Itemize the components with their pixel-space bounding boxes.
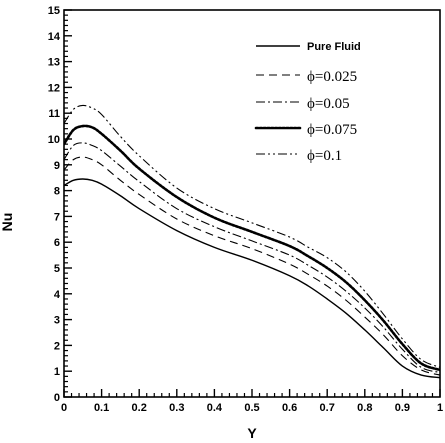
- x-tick-label: 0.5: [244, 402, 259, 414]
- y-tick-label: 12: [48, 82, 60, 94]
- legend-label-4: ϕ=0.075: [307, 122, 357, 138]
- y-tick-label: 4: [54, 289, 61, 301]
- series-line-5: [64, 104, 440, 368]
- y-tick-label: 10: [48, 134, 60, 146]
- series-line-2: [64, 156, 440, 376]
- legend-label-3: ϕ=0.05: [307, 96, 350, 112]
- y-tick-label: 3: [54, 315, 60, 327]
- x-tick-label: 0.1: [94, 402, 109, 414]
- x-tick-label: 0.7: [320, 402, 335, 414]
- y-tick-label: 2: [54, 340, 60, 352]
- x-tick-label: 0.9: [395, 402, 410, 414]
- y-axis-label: Nu: [0, 213, 15, 232]
- x-axis-ticks: 0 0.1 0.2 0.3 0.4 0.5 0.6 0.7 0.8 0.9 1: [61, 389, 443, 414]
- curves-layer: [64, 104, 440, 379]
- plot-frame: [63, 9, 441, 398]
- y-tick-label: 0: [54, 392, 60, 404]
- legend: Pure Fluid ϕ=0.025 ϕ=0.05 ϕ=0.075 ϕ=0.1: [254, 41, 361, 164]
- x-axis-label: Y: [247, 425, 257, 441]
- x-tick-label: 0.4: [207, 402, 223, 414]
- y-tick-label: 14: [48, 31, 61, 43]
- x-tick-label: 0: [61, 402, 67, 414]
- legend-label-1: Pure Fluid: [307, 41, 361, 53]
- y-tick-label: 15: [48, 5, 60, 17]
- series-line-3: [64, 142, 440, 374]
- x-tick-label: 0.8: [357, 402, 372, 414]
- x-tick-label: 0.2: [132, 402, 147, 414]
- legend-label-5: ϕ=0.1: [307, 148, 342, 164]
- y-tick-label: 8: [54, 186, 60, 198]
- y-tick-label: 7: [54, 211, 60, 223]
- y-tick-label: 1: [54, 366, 60, 378]
- y-tick-label: 11: [48, 108, 60, 120]
- y-tick-label: 13: [48, 57, 60, 69]
- x-tick-label: 0.6: [282, 402, 297, 414]
- series-line-1: [64, 178, 440, 379]
- x-tick-label: 1: [437, 402, 443, 414]
- y-tick-label: 6: [54, 237, 60, 249]
- legend-label-2: ϕ=0.025: [307, 69, 357, 85]
- y-tick-label: 9: [54, 160, 60, 172]
- series-line-4: [64, 124, 440, 372]
- y-tick-label: 5: [54, 263, 60, 275]
- x-tick-label: 0.3: [169, 402, 184, 414]
